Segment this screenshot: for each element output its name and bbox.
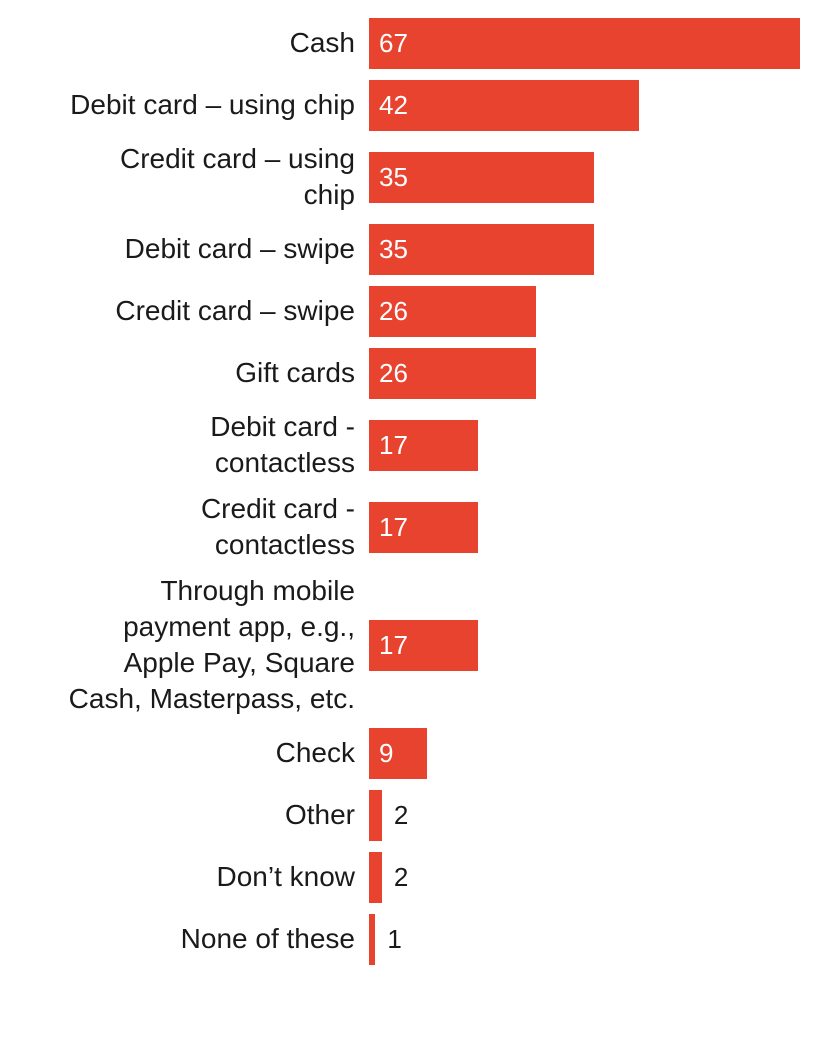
- value-label: 42: [379, 89, 408, 120]
- bar: [369, 727, 427, 779]
- bar: [369, 913, 376, 965]
- category-label: Credit card – swipe: [115, 295, 355, 326]
- category-label: Credit card – using chip: [119, 143, 355, 210]
- bar: [369, 501, 479, 553]
- bar-row: Debit card – swipe 35: [0, 218, 820, 280]
- bar-row: None of these 1: [0, 908, 820, 970]
- bar: [369, 619, 479, 671]
- chart: Cash 67 Debit card – using chip 42 Credit ca…: [0, 12, 820, 970]
- category-label: Debit card - contactless: [210, 411, 355, 478]
- value-label: 35: [379, 233, 408, 264]
- bar: [369, 285, 537, 337]
- bar-row: Check 9: [0, 722, 820, 784]
- category-label: Other: [284, 799, 355, 830]
- bar-row: Debit card – using chip 42: [0, 74, 820, 136]
- category-label: Credit card - contactless: [200, 493, 355, 560]
- bar-group: 35: [369, 223, 595, 275]
- bar-group: 26: [369, 347, 537, 399]
- value-label: 2: [393, 861, 409, 892]
- bar: [369, 17, 800, 69]
- value-label: 26: [379, 295, 408, 326]
- category-label: Debit card – using chip: [70, 89, 355, 120]
- bar-row: Gift cards 26: [0, 342, 820, 404]
- bar-group: 35: [369, 151, 595, 203]
- bar: [369, 419, 479, 471]
- bar-group: 67: [369, 17, 800, 69]
- category-label: Through mobile payment app, e.g., Apple …: [68, 575, 355, 714]
- value-label: 2: [393, 799, 409, 830]
- bar: [369, 151, 595, 203]
- value-label: 67: [379, 27, 408, 58]
- value-label: 17: [379, 511, 408, 542]
- bar-row: Cash 67: [0, 12, 820, 74]
- bar: [369, 79, 640, 131]
- bar-group: 2: [369, 789, 409, 841]
- bar-row: Credit card – swipe 26: [0, 280, 820, 342]
- bar: [369, 347, 537, 399]
- category-label: Cash: [289, 27, 355, 58]
- bar: [369, 851, 382, 903]
- bar-row: Credit card – using chip 35: [0, 136, 820, 218]
- category-label: Check: [275, 737, 355, 768]
- category-label: None of these: [180, 923, 355, 954]
- category-label: Don’t know: [216, 861, 355, 892]
- value-label: 9: [379, 737, 394, 768]
- category-label: Debit card – swipe: [124, 233, 355, 264]
- value-label: 26: [379, 357, 408, 388]
- bar-row: Other 2: [0, 784, 820, 846]
- bar-group: 9: [369, 727, 427, 779]
- value-label: 1: [387, 923, 402, 954]
- bar-group: 1: [369, 913, 402, 965]
- bar-group: 17: [369, 419, 479, 471]
- bar-group: 17: [369, 501, 479, 553]
- bar-group: 26: [369, 285, 537, 337]
- category-label: Gift cards: [235, 357, 355, 388]
- value-label: 35: [379, 161, 408, 192]
- value-label: 17: [379, 629, 408, 660]
- bar: [369, 223, 595, 275]
- bar-group: 17: [369, 619, 479, 671]
- bar-row: Don’t know 2: [0, 846, 820, 908]
- bar-row: Debit card - contactless 17: [0, 404, 820, 486]
- bar-row: Through mobile payment app, e.g., Apple …: [0, 568, 820, 722]
- value-label: 17: [379, 429, 408, 460]
- bar: [369, 789, 382, 841]
- bar-row: Credit card - contactless 17: [0, 486, 820, 568]
- bar-group: 2: [369, 851, 409, 903]
- bar-group: 42: [369, 79, 640, 131]
